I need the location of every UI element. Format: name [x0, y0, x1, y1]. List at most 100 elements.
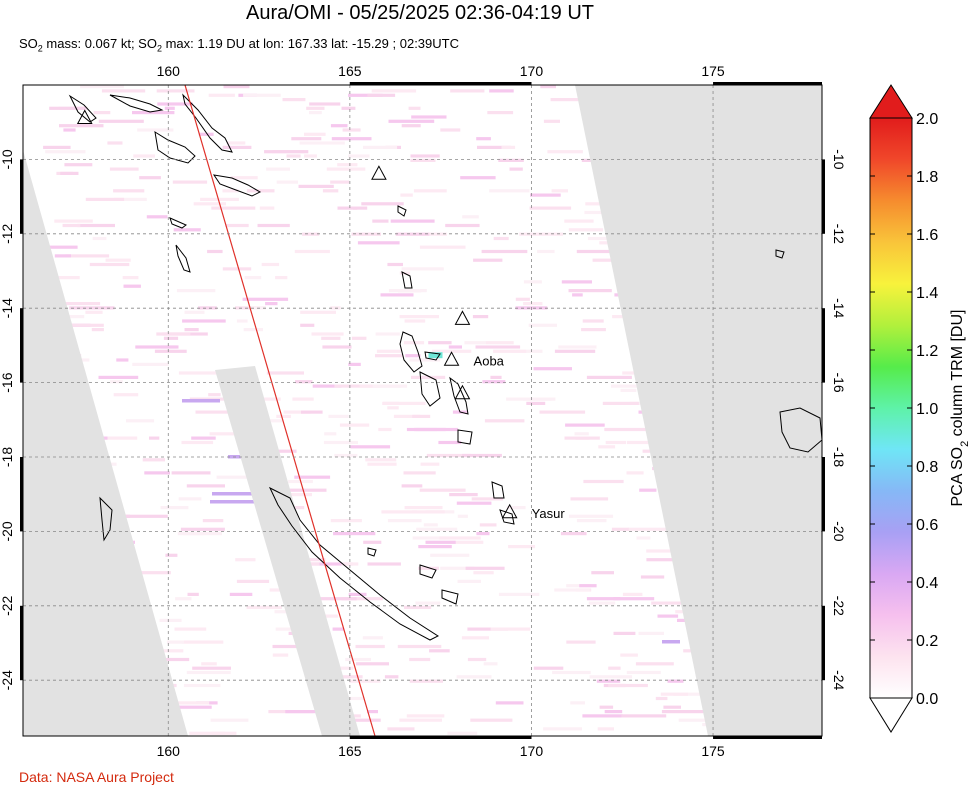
swath-pixel [574, 432, 589, 436]
swath-pixel [602, 401, 639, 405]
swath-pixel [372, 384, 408, 388]
frame-bar-top [349, 82, 532, 85]
coast-new-caledonia [268, 486, 440, 641]
colorbar-ramp [869, 117, 913, 699]
swath-pixel [183, 683, 221, 688]
swath-pixel [489, 89, 514, 93]
swath-pixel [410, 154, 440, 158]
swath-pixel [604, 427, 649, 432]
swath-pixel [283, 488, 327, 492]
swath-pixel [560, 532, 587, 536]
swath-pixel [261, 262, 280, 267]
swath-pixel [584, 210, 605, 215]
swath-pixel [137, 128, 174, 132]
swath-pixel [184, 310, 205, 314]
swath-pixel [640, 575, 665, 579]
swath-pixel [599, 705, 614, 709]
swath-pixel [589, 675, 633, 679]
swath-pixel [638, 631, 664, 635]
swath-pixel [482, 380, 506, 384]
swath-pixel [613, 631, 636, 635]
swath-pixel [381, 510, 418, 514]
swath-pixel-high [212, 492, 252, 496]
swath-pixel [457, 514, 468, 518]
swath-pixel [144, 471, 170, 475]
swath-pixel [98, 375, 139, 379]
swath-pixel [678, 718, 709, 722]
swath-pixel [365, 458, 397, 462]
swath-pixel [113, 393, 139, 397]
swath-pixel [269, 588, 282, 592]
swath-pixel [475, 345, 521, 349]
x-tick-label-bottom: 160 [157, 743, 181, 759]
coast-aoba-island [424, 351, 441, 361]
y-tick-label-left: -22 [0, 595, 15, 615]
swath-pixel [208, 93, 235, 97]
swath-pixel [408, 106, 421, 110]
swath-pixel [351, 232, 381, 236]
swath-pixel [405, 354, 421, 358]
swath-pixel [464, 341, 487, 345]
swath-pixel [320, 597, 357, 601]
swath-pixel [539, 410, 586, 414]
swath-pixel [423, 523, 438, 527]
swath-pixel [378, 427, 392, 432]
swath-pixel [565, 423, 605, 427]
swath-pixel [244, 276, 262, 280]
swath-pixel [457, 579, 481, 583]
coast-east-fiji [779, 407, 822, 453]
swath-pixel [605, 440, 627, 445]
y-tick-label-left: -14 [0, 298, 15, 318]
swath-pixel [501, 145, 516, 149]
swath-pixel [77, 223, 115, 228]
coast-nw-islands [68, 94, 97, 123]
swath-pixel [330, 180, 350, 184]
swath-pixel [372, 219, 389, 223]
coast-torres [397, 205, 407, 217]
swath-pixel [479, 523, 497, 527]
frame-bar-right [822, 308, 825, 383]
swath-pixel [481, 249, 528, 254]
swath-pixel [348, 362, 361, 366]
swath-pixel [570, 497, 609, 501]
y-tick-label-right: -12 [831, 224, 847, 244]
swath-pixel [404, 506, 443, 510]
swath-pixel [66, 315, 85, 319]
swath-pixel [186, 484, 225, 488]
swath-pixel [124, 514, 168, 518]
colorbar-tick-label: 0.8 [916, 459, 938, 476]
x-tick-label-bottom: 175 [701, 743, 725, 759]
swath-pixel [570, 701, 585, 705]
swath-pixel [591, 571, 614, 575]
swath-pixel [309, 111, 322, 115]
swath-pixel [101, 89, 146, 93]
colorbar-tick-label: 0.6 [916, 517, 938, 534]
volcano-label: Yasur [532, 506, 566, 521]
swath-pixel [409, 657, 431, 662]
swath-pixel [77, 358, 90, 362]
volcano-label: Aoba [474, 353, 505, 368]
y-tick-label-left: -12 [0, 223, 15, 243]
swath-pixel [159, 618, 182, 622]
swath-pixel [642, 449, 655, 453]
x-tick-label-top: 170 [520, 63, 544, 79]
frame-bar-right [822, 159, 825, 234]
swath-pixel [639, 488, 657, 492]
swath-pixel [540, 85, 556, 89]
swath-pixel [157, 102, 193, 106]
chart-subtitle: SO2 mass: 0.067 kt; SO2 max: 1.19 DU at … [19, 36, 459, 54]
swath-pixel [168, 701, 210, 705]
swath-pixel [355, 644, 385, 649]
swath-pixel [285, 710, 322, 714]
swath-pixel [200, 197, 239, 201]
swath-pixel [537, 249, 555, 254]
swath-pixel [583, 479, 624, 484]
frame-ticks [20, 82, 825, 739]
swath-pixel [401, 484, 423, 488]
no-data-gap [215, 366, 360, 736]
swath-pixel [367, 710, 378, 714]
swath-pixel [337, 163, 358, 167]
swath-pixel [508, 545, 536, 549]
swath-pixel [165, 553, 178, 557]
coast-erromango [491, 481, 505, 499]
